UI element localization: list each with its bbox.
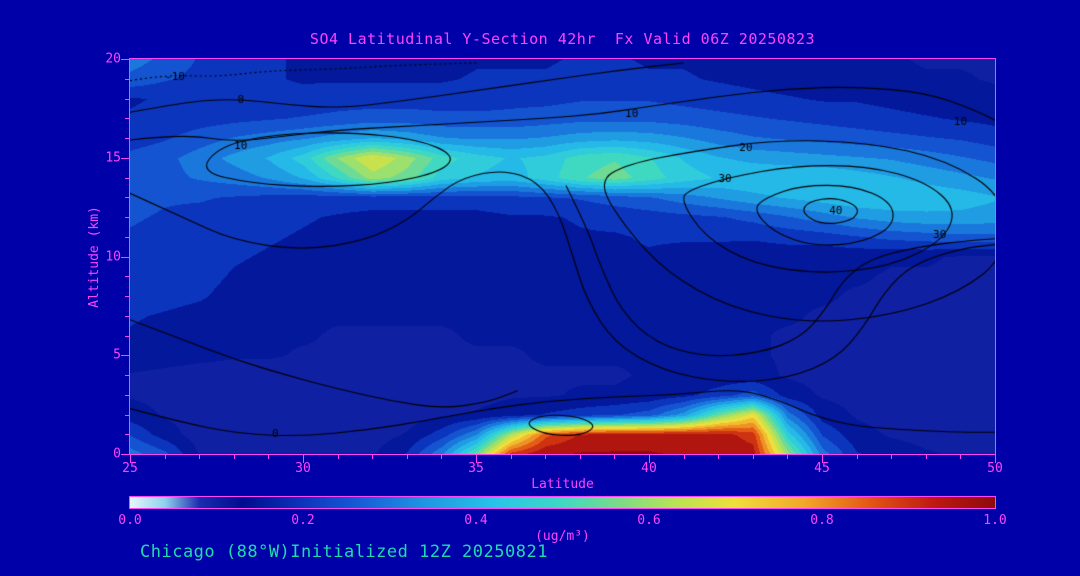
axis-tick [372,455,374,459]
x-tick-label: 50 [987,461,1003,476]
colorbar [130,497,995,508]
model-init-caption: Chicago (88°W)Initialized 12Z 20250821 [140,542,548,562]
axis-tick [125,197,129,199]
colorbar-tick-label: 0.0 [118,513,142,528]
y-tick-label: 15 [105,150,121,166]
axis-tick [125,296,129,297]
x-axis-title: Latitude [531,477,594,492]
axis-tick [121,59,129,60]
y-tick-label: 0 [113,446,121,462]
axis-tick [125,236,129,238]
contour-plot-canvas [130,59,995,454]
axis-tick [510,455,512,459]
axis-tick [614,455,616,459]
axis-tick [130,455,131,463]
axis-tick [164,455,166,459]
axis-tick [649,455,650,463]
axis-tick [125,335,129,337]
axis-tick [125,138,129,139]
axis-tick [718,455,720,459]
x-tick-label: 45 [814,461,830,476]
axis-tick [233,455,235,459]
axis-tick [925,455,927,459]
axis-tick [891,455,893,459]
axis-tick [121,454,129,455]
axis-tick [125,217,129,218]
axis-tick [995,455,996,463]
x-tick-label: 30 [295,461,311,476]
x-tick-label: 35 [468,461,484,476]
y-tick-label: 5 [113,347,121,363]
axis-tick [125,394,129,396]
axis-tick [787,455,789,459]
x-tick-label: 25 [122,461,138,476]
axis-tick [121,256,129,258]
axis-tick [125,98,129,100]
axis-tick [579,455,581,459]
axis-tick [125,118,129,120]
colorbar-tick-label: 0.4 [464,513,488,528]
axis-tick [125,78,129,80]
axis-tick [121,157,129,159]
axis-tick [337,455,339,459]
plot-title: SO4 Latitudinal Y-Section 42hr Fx Valid … [309,30,816,48]
x-tick-label: 40 [641,461,657,476]
axis-tick [441,455,443,459]
axis-tick [121,355,129,357]
axis-tick [960,455,962,459]
axis-tick [125,375,129,376]
colorbar-units-label: (ug/m³) [535,529,590,544]
axis-tick [125,434,129,436]
axis-tick [125,414,129,416]
axis-tick [683,455,685,459]
axis-tick [752,455,754,459]
axis-tick [125,177,129,179]
axis-tick [476,455,477,463]
colorbar-tick-label: 0.8 [810,513,834,528]
y-axis-title: Altitude (km) [87,206,102,308]
axis-tick [199,455,201,459]
colorbar-tick-label: 0.6 [637,513,661,528]
axis-tick [856,455,858,459]
axis-tick [545,455,547,459]
axis-tick [268,455,270,459]
y-tick-label: 20 [105,51,121,67]
y-tick-label: 10 [105,249,121,264]
axis-tick [303,455,304,463]
colorbar-tick-label: 0.2 [291,513,315,528]
axis-tick [406,455,408,459]
colorbar-tick-label: 1.0 [983,513,1007,528]
axis-tick [125,276,129,278]
axis-tick [822,455,823,463]
axis-tick [125,315,129,317]
